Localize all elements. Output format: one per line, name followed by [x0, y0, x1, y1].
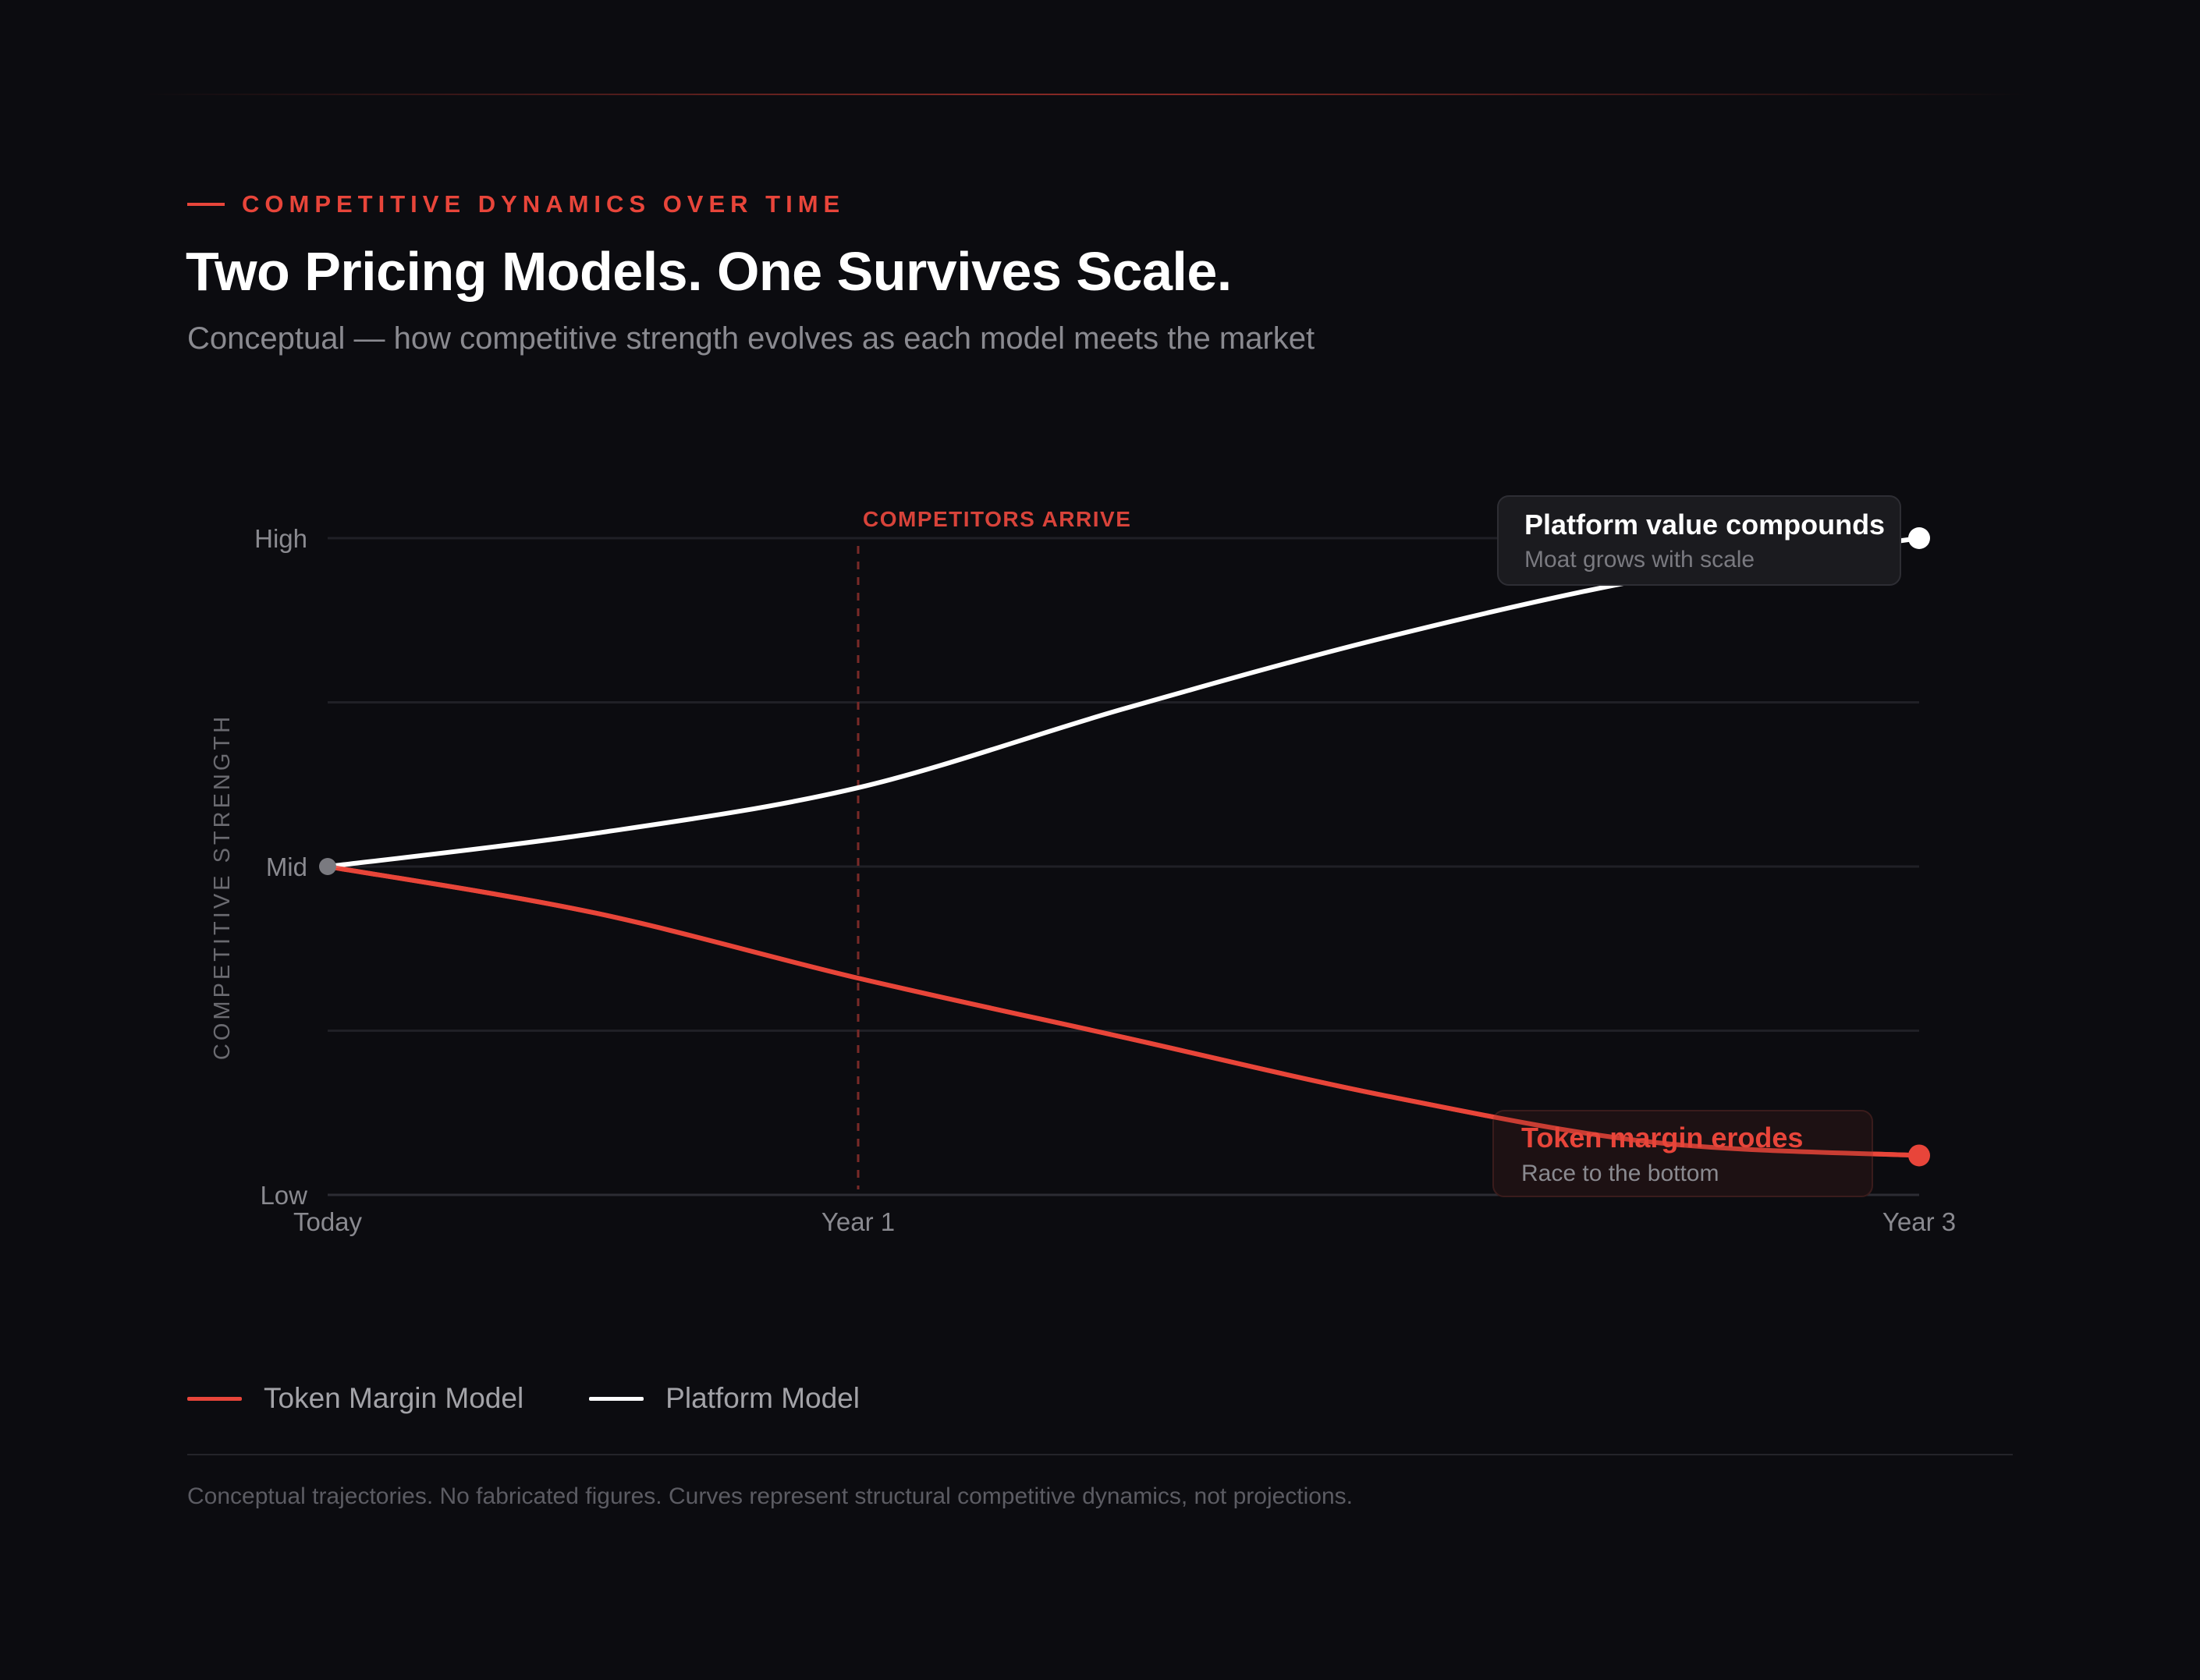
legend: Token Margin Model Platform Model: [187, 1382, 860, 1415]
legend-swatch-platform: [589, 1396, 644, 1401]
legend-label-platform: Platform Model: [665, 1382, 860, 1414]
y-tick-high: High: [254, 524, 307, 553]
legend-item-platform: Platform Model: [589, 1382, 860, 1415]
callout-token-subtitle: Race to the bottom: [1521, 1161, 1719, 1186]
x-tick-today: Today: [293, 1207, 363, 1236]
endpoint-token-margin: [1908, 1144, 1930, 1167]
x-tick-year-3: Year 3: [1882, 1207, 1956, 1236]
y-axis-label: COMPETITIVE STRENGTH: [210, 714, 235, 1060]
callout-platform-subtitle: Moat grows with scale: [1524, 547, 1755, 572]
bottom-divider: [187, 1454, 2013, 1455]
eyebrow-dash: [187, 203, 225, 206]
legend-label-token-margin: Token Margin Model: [264, 1382, 524, 1414]
callout-platform-title: Platform value compounds: [1524, 509, 1885, 541]
start-point: [319, 858, 336, 875]
legend-swatch-token-margin: [187, 1396, 242, 1401]
y-tick-low: Low: [260, 1181, 307, 1210]
series-line-token-margin-overlay: [325, 864, 1921, 1158]
x-tick-year-1: Year 1: [821, 1207, 895, 1236]
endpoint-platform: [1908, 527, 1930, 549]
footnote: Conceptual trajectories. No fabricated f…: [187, 1483, 1354, 1509]
eyebrow-text: COMPETITIVE DYNAMICS OVER TIME: [242, 190, 846, 218]
legend-item-token-margin: Token Margin Model: [187, 1382, 523, 1415]
page-subtitle: Conceptual — how competitive strength ev…: [187, 321, 1315, 356]
eyebrow: COMPETITIVE DYNAMICS OVER TIME: [187, 190, 845, 218]
page-title: Two Pricing Models. One Survives Scale.: [186, 241, 1232, 302]
top-divider: [140, 94, 2028, 95]
callout-platform-box: [1497, 495, 1901, 586]
event-label-competitors-arrive: COMPETITORS ARRIVE: [863, 507, 1131, 531]
y-tick-mid: Mid: [266, 852, 307, 881]
